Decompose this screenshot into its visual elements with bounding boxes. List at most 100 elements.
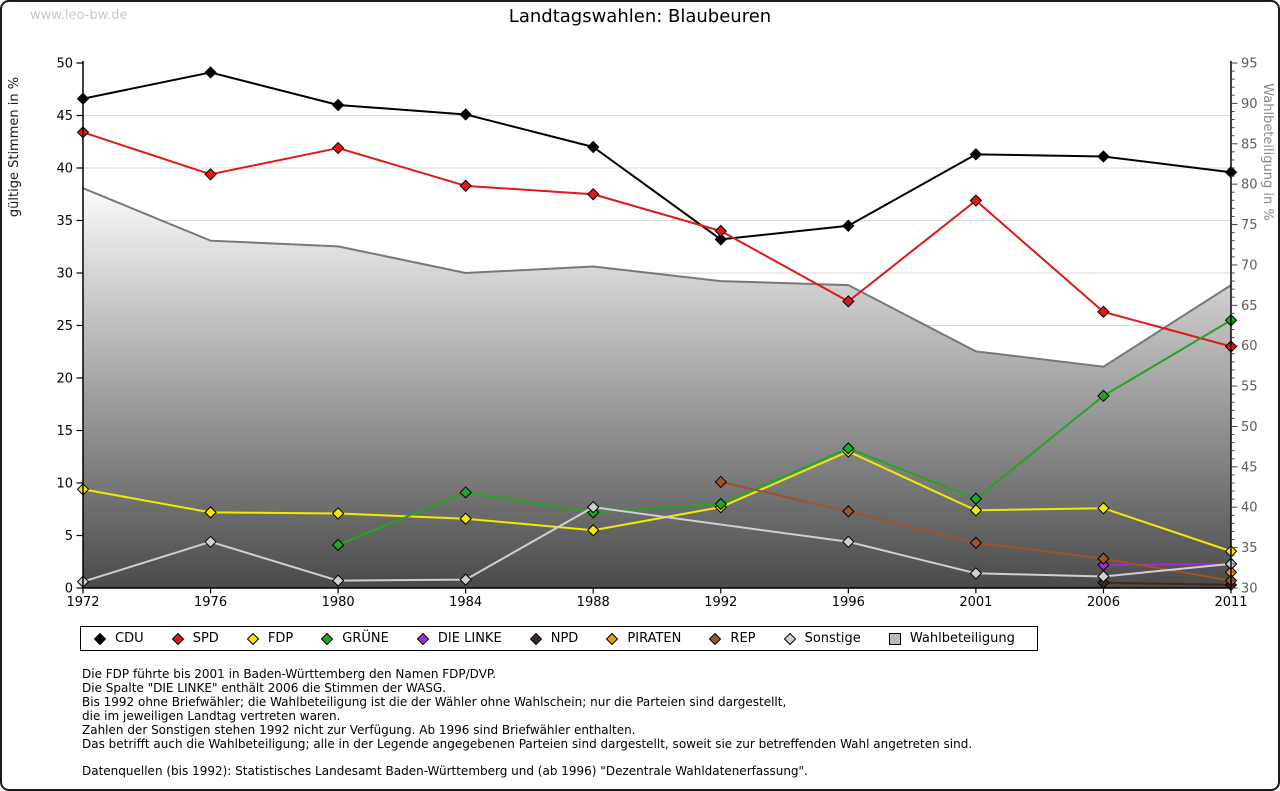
svg-text:10: 10	[56, 477, 73, 492]
legend-label: PIRATEN	[627, 631, 682, 646]
chart-legend: CDU SPD FDP GRÜNE DIE LINKE NPD PIRATEN REP Sons…	[80, 626, 1038, 651]
marker-sonstige	[1097, 570, 1110, 583]
legend-label: REP	[730, 631, 756, 646]
svg-text:30: 30	[1241, 582, 1258, 597]
marker-sonstige	[587, 500, 600, 514]
svg-text:15: 15	[56, 424, 73, 439]
marker-spd	[1097, 305, 1110, 319]
marker-sonstige	[969, 567, 983, 580]
legend-label: GRÜNE	[342, 631, 389, 646]
svg-text:95: 95	[1241, 57, 1258, 72]
marker-spd	[969, 194, 983, 207]
marker-spd	[331, 141, 345, 155]
footnote-gap	[82, 751, 972, 764]
svg-text:45: 45	[1241, 460, 1258, 475]
svg-text:1976: 1976	[194, 595, 227, 610]
series-rep	[714, 475, 1238, 587]
legend-label: CDU	[115, 631, 144, 646]
footnote-line: Das betrifft auch die Wahlbeteiligung; a…	[82, 737, 973, 751]
y-axis-right: 30 35 40 45 50 55 60 65 70 75 80 85 90 95	[1231, 57, 1258, 597]
npd-diamond-icon	[529, 632, 542, 645]
rep-diamond-icon	[709, 632, 722, 645]
chart-title: Landtagswahlen: Blaubeuren	[508, 6, 772, 27]
svg-text:60: 60	[1241, 339, 1258, 354]
legend-label: Wahlbeteiligung	[909, 631, 1015, 646]
marker-cdu	[714, 233, 727, 246]
svg-text:1988: 1988	[577, 595, 610, 610]
svg-text:1972: 1972	[66, 595, 99, 610]
marker-grüne	[842, 442, 855, 455]
legend-item-fdp: FDP	[246, 631, 293, 646]
marker-spd	[842, 295, 855, 308]
marker-sonstige	[459, 573, 472, 586]
svg-text:2001: 2001	[959, 595, 992, 610]
marker-cdu	[842, 219, 855, 232]
legend-item-grüne: GRÜNE	[320, 631, 389, 646]
svg-text:5: 5	[65, 529, 73, 544]
marker-spd	[204, 168, 217, 181]
svg-text:70: 70	[1241, 258, 1258, 273]
legend-label: Sonstige	[804, 631, 861, 646]
marker-fdp	[204, 506, 217, 519]
marker-cdu	[1097, 150, 1110, 163]
svg-text:1980: 1980	[322, 595, 355, 610]
svg-text:45: 45	[56, 109, 73, 124]
marker-grüne	[331, 538, 345, 552]
marker-fdp	[1097, 501, 1110, 515]
svg-text:40: 40	[1241, 501, 1258, 516]
svg-text:1984: 1984	[449, 595, 482, 610]
footnote-line: Zahlen der Sonstigen stehen 1992 nicht z…	[82, 723, 636, 737]
spd-diamond-icon	[171, 632, 184, 645]
svg-text:65: 65	[1241, 299, 1258, 314]
svg-text:40: 40	[56, 162, 73, 177]
marker-cdu	[587, 140, 600, 154]
legend-label: DIE LINKE	[437, 631, 502, 646]
svg-text:0: 0	[65, 582, 73, 597]
footnote-line: Datenquellen (bis 1992): Statistisches L…	[82, 764, 808, 778]
svg-text:20: 20	[56, 372, 73, 387]
marker-rep	[842, 505, 855, 518]
legend-item-piraten: PIRATEN	[605, 631, 681, 646]
marker-spd	[459, 179, 472, 193]
marker-grüne	[714, 497, 727, 511]
legend-item-rep: REP	[708, 631, 756, 646]
marker-cdu	[331, 98, 345, 112]
svg-text:1996: 1996	[832, 595, 865, 610]
svg-text:50: 50	[56, 57, 73, 72]
die-linke-diamond-icon	[416, 632, 430, 645]
footnote-line: Bis 1992 ohne Briefwähler; die Wahlbetei…	[82, 695, 787, 709]
marker-fdp	[331, 507, 345, 520]
marker-sonstige	[331, 574, 345, 587]
series-cdu	[76, 66, 1238, 246]
legend-item-sonstige: Sonstige	[783, 631, 861, 646]
y-axis-left: 0 5 10 15 20 25 30 35 40 45 50	[56, 57, 83, 597]
turnout-area	[82, 187, 1232, 588]
svg-text:85: 85	[1241, 137, 1258, 152]
marker-fdp	[459, 512, 472, 525]
svg-text:50: 50	[1241, 420, 1258, 435]
marker-fdp	[969, 504, 983, 517]
legend-item-spd: SPD	[171, 631, 219, 646]
marker-grüne	[1097, 389, 1110, 403]
svg-text:2011: 2011	[1214, 595, 1247, 610]
legend-item-cdu: CDU	[93, 631, 144, 646]
svg-text:75: 75	[1241, 218, 1258, 233]
footnote-line: die im jeweiligen Landtag vertreten ware…	[82, 709, 341, 723]
svg-text:55: 55	[1241, 380, 1258, 395]
marker-rep	[969, 536, 983, 550]
y-right-title: Wahlbeteiligung in %	[1260, 83, 1275, 220]
piraten-diamond-icon	[606, 632, 619, 645]
marker-fdp	[587, 524, 600, 537]
marker-spd	[714, 224, 727, 238]
svg-text:30: 30	[56, 267, 73, 282]
marker-spd	[587, 188, 600, 201]
marker-sonstige	[204, 535, 217, 549]
turnout-square-icon	[888, 632, 901, 645]
svg-text:90: 90	[1241, 97, 1258, 112]
marker-rep	[714, 475, 727, 489]
footnote-line: Die FDP führte bis 2001 in Baden-Württem…	[82, 667, 497, 681]
footnote-line: Die Spalte "DIE LINKE" enthält 2006 die …	[82, 681, 447, 695]
legend-item-wahlbeteiligung: Wahlbeteiligung	[888, 631, 1015, 646]
marker-cdu	[969, 148, 983, 161]
